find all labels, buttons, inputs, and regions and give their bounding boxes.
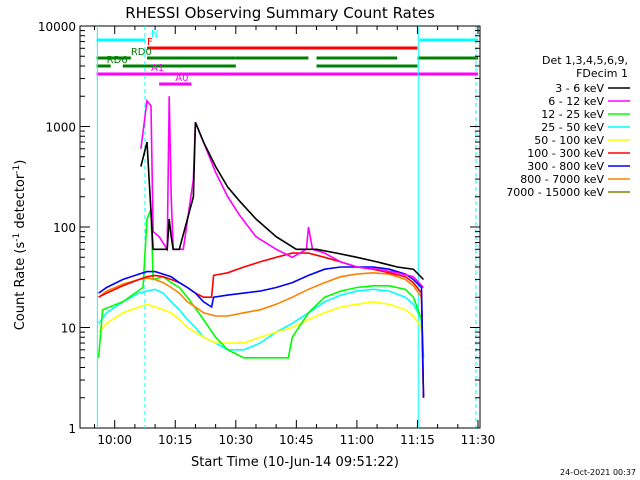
legend-item-label: 800 - 7000 keV: [520, 173, 604, 186]
plot-frame: [79, 25, 481, 429]
flag-label-rd0: RD0: [131, 47, 152, 58]
x-tick-label: 11:00: [340, 433, 375, 447]
flag-label-a1: A1: [151, 63, 164, 74]
flag-label-f: F: [147, 37, 153, 48]
series-line-4: [98, 300, 425, 398]
x-axis: 10:00 10:15 10:30 10:45 11:00 11:15 11:30: [94, 26, 496, 447]
y-tick-label: 10000: [38, 20, 76, 34]
series-line-0: [140, 121, 425, 281]
y-tick-label: 1: [68, 422, 76, 436]
series-line-6: [98, 266, 425, 398]
legend-item-label: 12 - 25 keV: [541, 108, 604, 121]
legend-item-label: 25 - 50 keV: [541, 121, 604, 134]
x-tick-label: 10:30: [219, 433, 254, 447]
legend-header: Det 1,3,4,5,6,9,: [542, 54, 628, 67]
x-tick-label: 10:15: [158, 433, 193, 447]
legend-item-label: 7000 - 15000 keV: [506, 186, 604, 199]
y-tick-label: 100: [53, 221, 76, 235]
legend-item-label: 6 - 12 keV: [548, 95, 604, 108]
legend-item-label: 300 - 800 keV: [527, 160, 604, 173]
legend-header: FDecim 1: [576, 67, 628, 80]
y-axis-label: Count Rate (s-1 detector-1): [12, 160, 28, 331]
series-line-7: [98, 271, 425, 398]
chart-title: RHESSI Observing Summary Count Rates: [125, 4, 435, 22]
flag-label-rd6: RD6: [107, 55, 128, 66]
flag-label-a0: A0: [175, 73, 188, 84]
series-line-1: [140, 96, 425, 289]
y-tick-label: 10: [61, 322, 76, 336]
y-axis: 1 10 100 1000 10000: [38, 20, 480, 436]
x-tick-label: 11:30: [461, 433, 496, 447]
y-tick-label: 1000: [45, 121, 76, 135]
x-tick-label: 10:45: [279, 433, 314, 447]
timestamp: 24-Oct-2021 00:37: [560, 468, 636, 477]
vertical-markers: [96, 26, 477, 428]
legend-item-label: 100 - 300 keV: [527, 147, 604, 160]
legend-item-label: 50 - 100 keV: [534, 134, 604, 147]
x-tick-label: 11:15: [400, 433, 435, 447]
flag-label-n: N: [151, 29, 158, 40]
x-axis-label: Start Time (10-Jun-14 09:51:22): [191, 455, 399, 470]
x-tick-label: 10:00: [97, 433, 132, 447]
legend-item-label: 3 - 6 keV: [555, 82, 604, 95]
series-layer: [97, 96, 425, 398]
series-line-2: [97, 208, 425, 359]
series-line-3: [97, 288, 425, 398]
series-line-5: [98, 252, 425, 398]
